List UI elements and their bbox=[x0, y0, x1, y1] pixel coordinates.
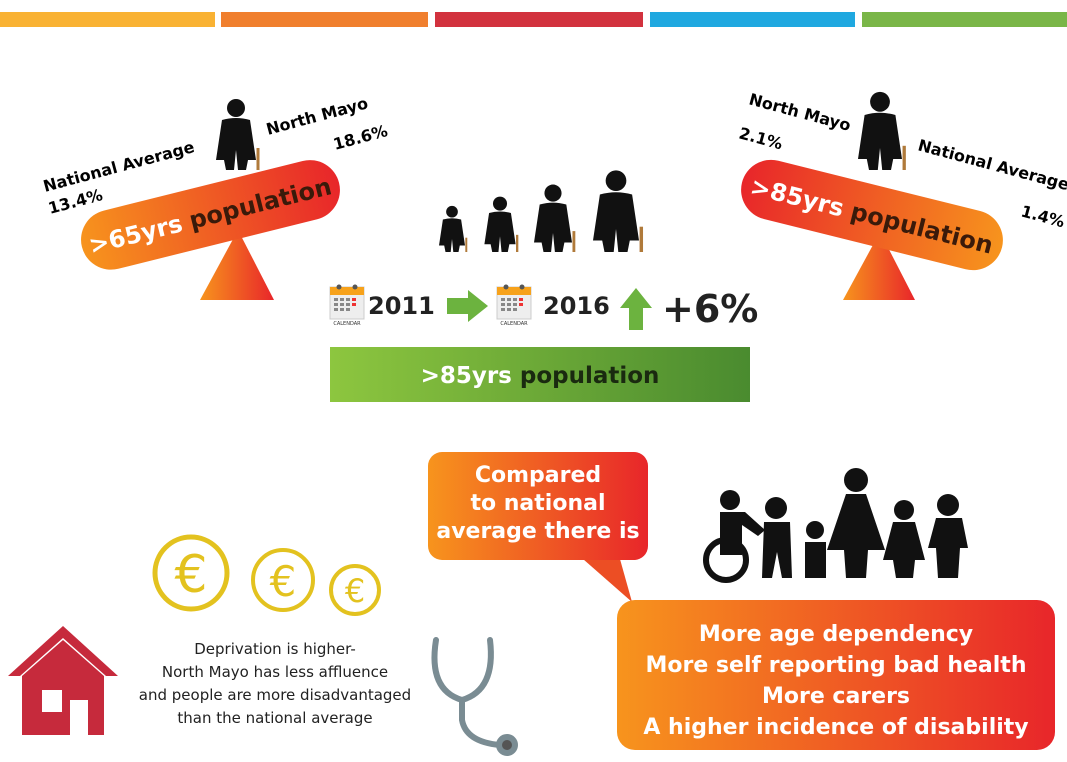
left-seesaw: >65yrspopulation National Average 13.4% … bbox=[41, 93, 390, 300]
euro-coin: € bbox=[345, 572, 365, 610]
infographic: >65yrspopulation National Average 13.4% … bbox=[0, 0, 1067, 762]
local-label: North Mayo bbox=[747, 90, 853, 135]
deprivation-line: and people are more disadvantaged bbox=[139, 686, 411, 704]
callout-line: average there is bbox=[436, 519, 639, 544]
family-icon bbox=[706, 468, 968, 580]
year-end: 2016 bbox=[543, 292, 610, 320]
deprivation-line: North Mayo has less affluence bbox=[162, 663, 388, 681]
finding: More self reporting bad health bbox=[646, 653, 1027, 678]
right-seesaw: >85yrspopulation North Mayo 2.1% Nationa… bbox=[735, 90, 1067, 300]
national-label: National Average bbox=[41, 137, 196, 196]
calendar-label: CALENDAR bbox=[333, 321, 361, 327]
callout-line: to national bbox=[470, 491, 605, 516]
deprivation: € € € Deprivation is higher- North Mayo … bbox=[8, 537, 515, 753]
header-bars bbox=[0, 12, 1067, 27]
euro-coin: € bbox=[270, 557, 297, 606]
change: +6% bbox=[662, 287, 758, 331]
calendar-label: CALENDAR bbox=[500, 321, 528, 327]
findings: More age dependency More self reporting … bbox=[617, 600, 1055, 750]
finding: More carers bbox=[762, 684, 910, 709]
deprivation-line: than the national average bbox=[177, 709, 372, 727]
callout: Compared to national average there is bbox=[428, 452, 648, 602]
deprivation-line: Deprivation is higher- bbox=[194, 640, 356, 658]
euro-coin: € bbox=[174, 545, 207, 605]
finding: More age dependency bbox=[699, 622, 973, 647]
national-value: 1.4% bbox=[1019, 202, 1067, 232]
house-icon bbox=[8, 626, 118, 735]
local-value: 2.1% bbox=[737, 124, 785, 154]
callout-line: Compared bbox=[475, 463, 601, 488]
year-start: 2011 bbox=[368, 292, 435, 320]
local-value: 18.6% bbox=[331, 121, 390, 154]
finding: A higher incidence of disability bbox=[643, 715, 1028, 740]
national-label: National Average bbox=[916, 136, 1067, 195]
stethoscope-icon bbox=[434, 640, 515, 753]
